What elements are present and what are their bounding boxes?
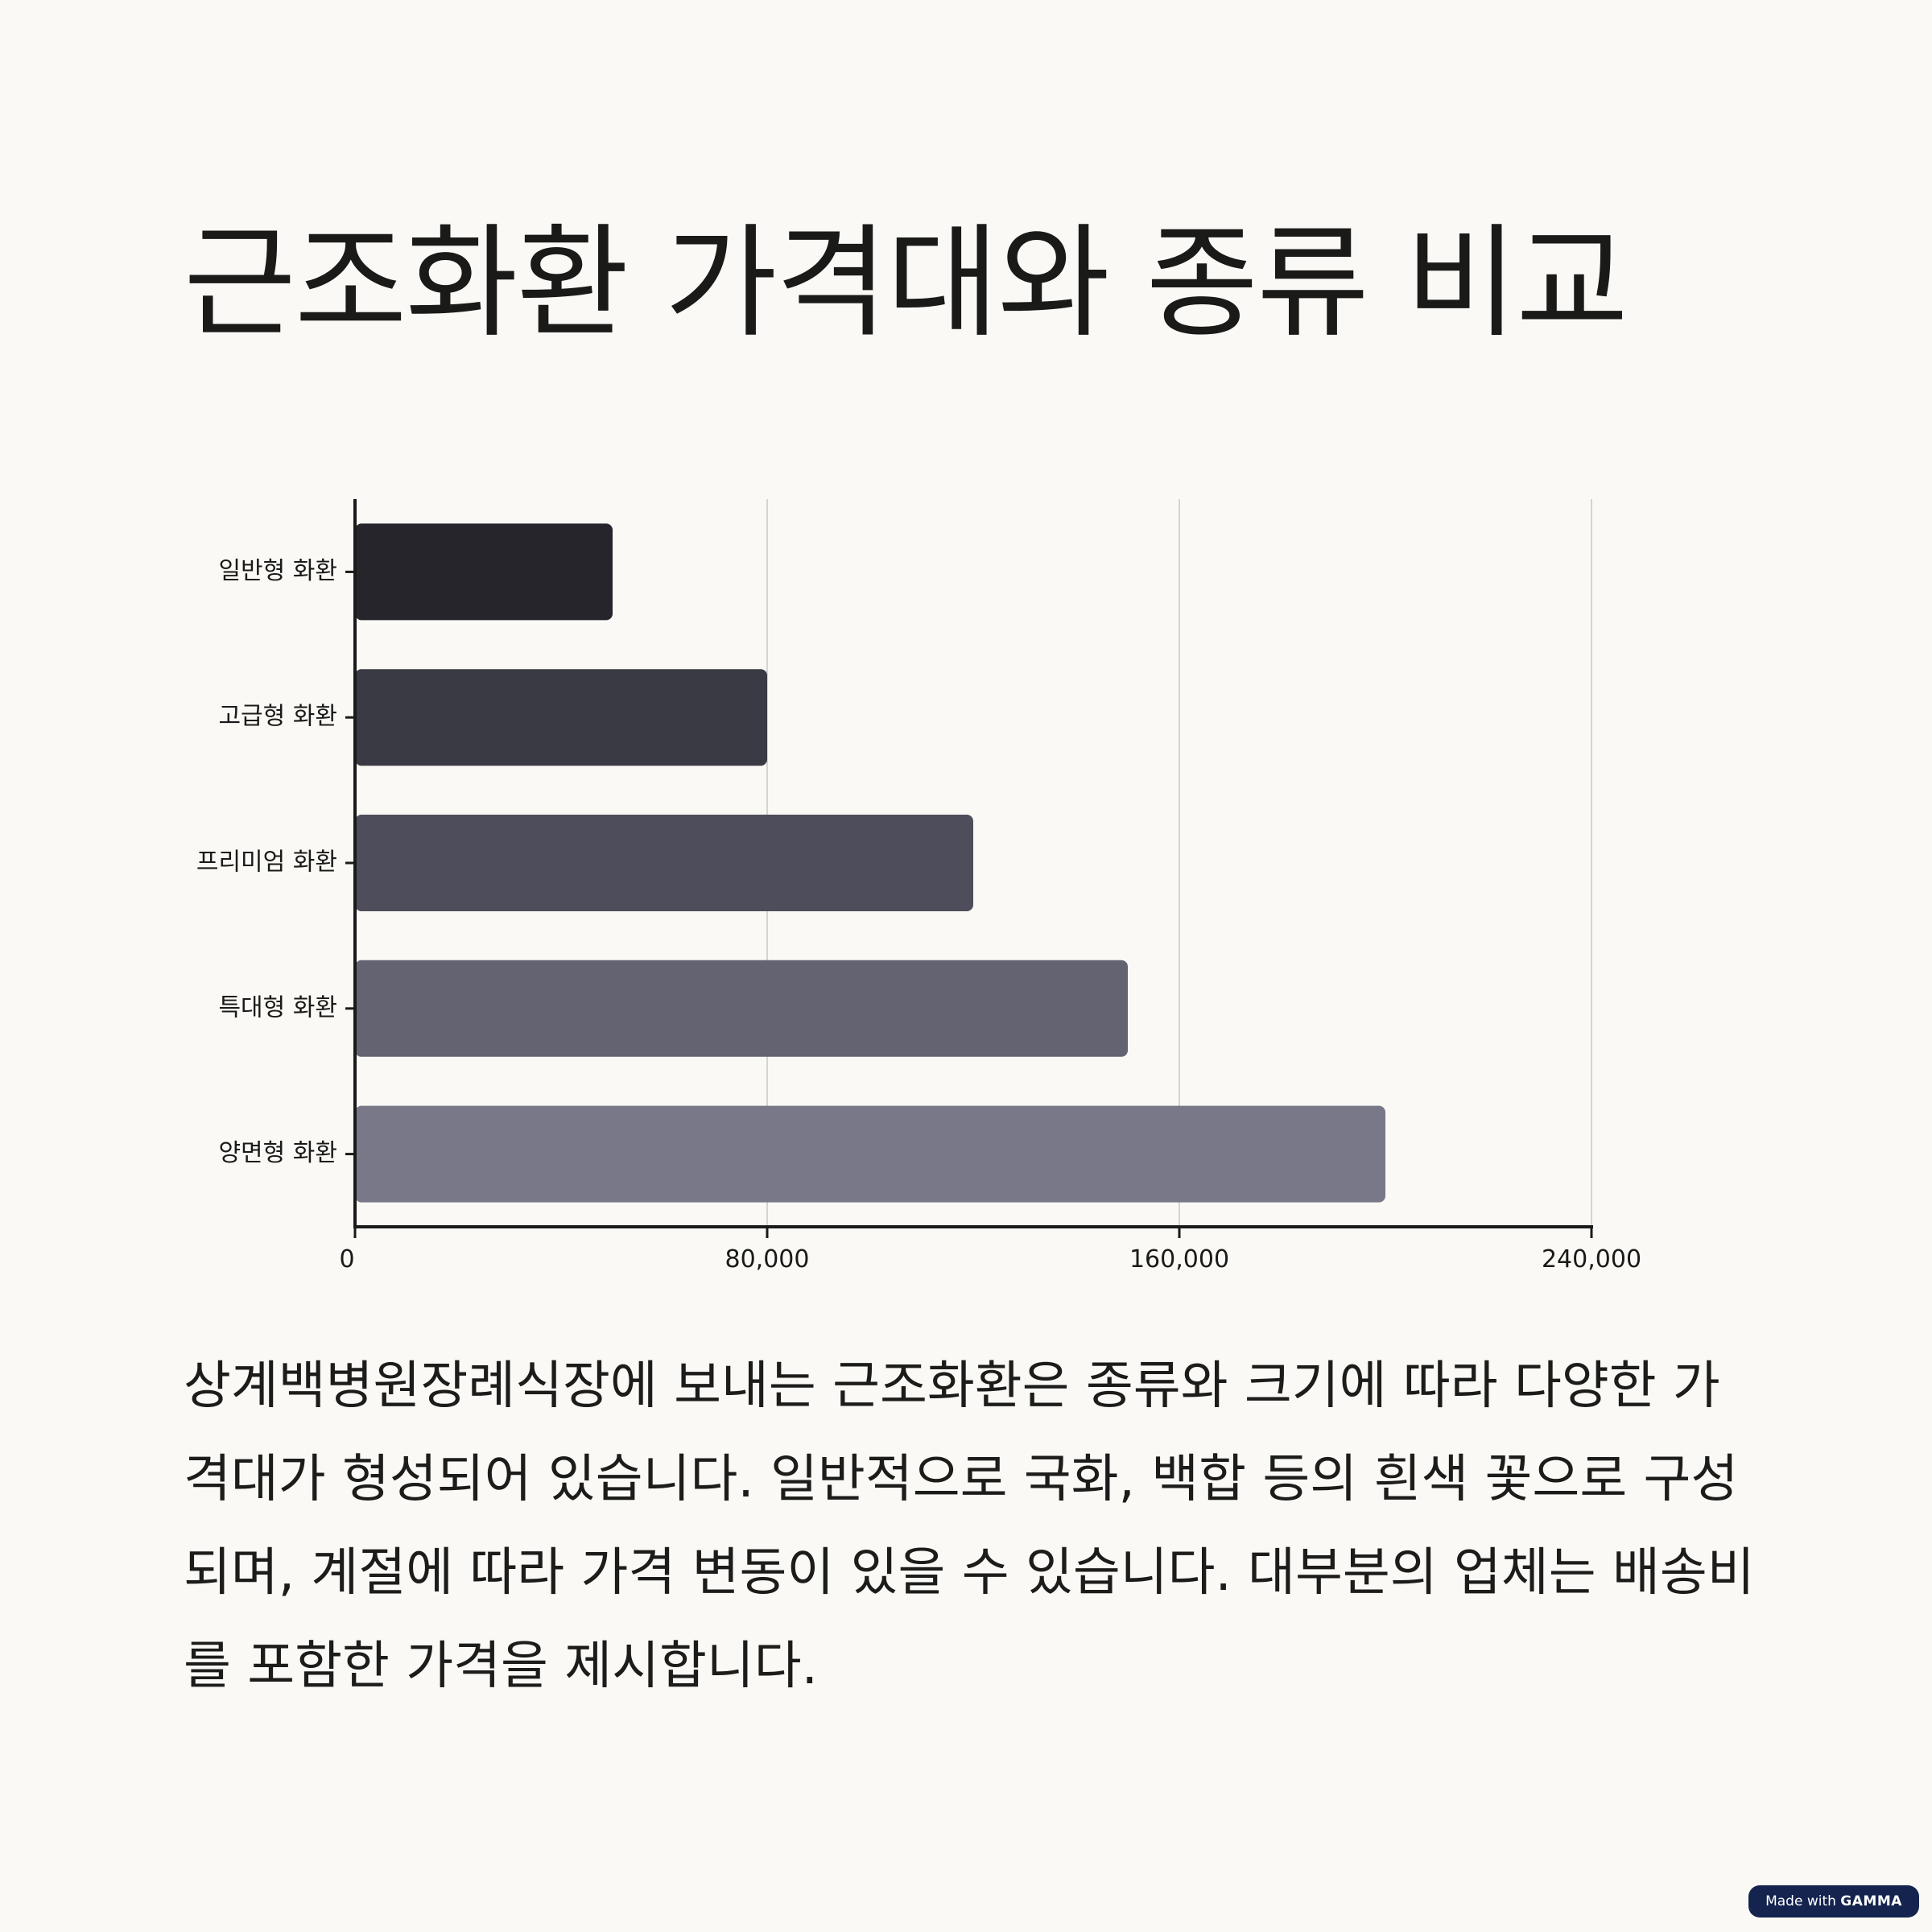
y-tick-label-4: 양면형 화환	[218, 1139, 337, 1167]
bar-3	[355, 960, 1128, 1057]
page-title: 근조화환 가격대와 종류 비교	[184, 212, 1629, 354]
y-tick-label-3: 특대형 화환	[218, 993, 337, 1022]
bar-1	[355, 669, 767, 766]
made-with-gamma-badge[interactable]: Made with GAMMA	[1748, 1885, 1919, 1918]
y-tick-label-0: 일반형 화환	[218, 557, 337, 585]
badge-prefix: Made with	[1765, 1893, 1841, 1909]
x-tick-label-0: 0	[339, 1245, 354, 1274]
bar-0	[355, 523, 613, 621]
body-paragraph: 상계백병원장례식장에 보내는 근조화환은 종류와 크기에 따라 다양한 가격대가…	[184, 1356, 1755, 1696]
y-tick-label-2: 프리미엄 화환	[196, 848, 337, 877]
x-tick-label-2: 160,000	[1129, 1245, 1229, 1274]
x-tick-label-1: 80,000	[725, 1245, 810, 1274]
x-tick-label-3: 240,000	[1542, 1245, 1641, 1274]
y-tick-label-1: 고급형 화환	[218, 703, 337, 731]
bar-2	[355, 815, 973, 911]
badge-brand: GAMMA	[1840, 1893, 1902, 1909]
bar-4	[355, 1105, 1385, 1203]
